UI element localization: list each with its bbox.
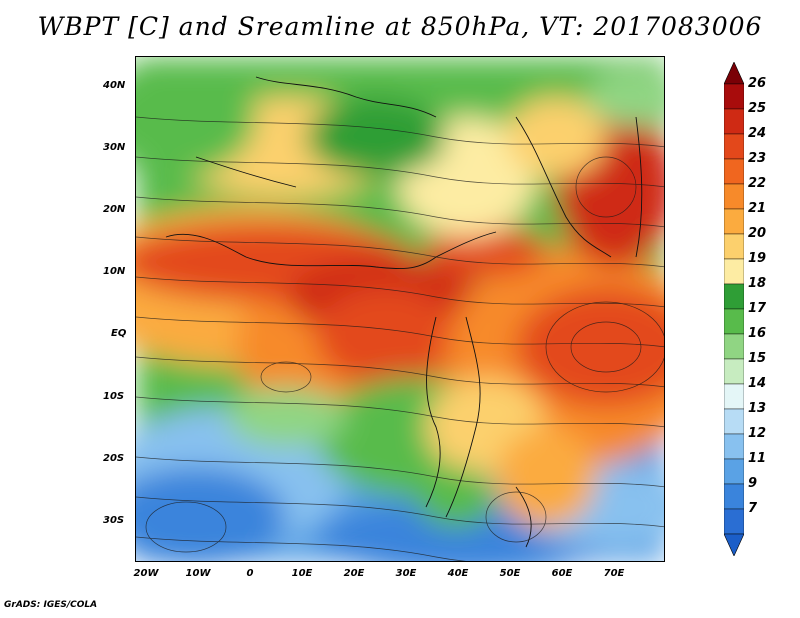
longitude-label-20e: 20E: [343, 568, 365, 579]
colorbar-label: 26: [748, 76, 767, 91]
colorbar-segment: [724, 408, 744, 435]
colorbar-label: 16: [748, 326, 767, 341]
colorbar-segment: [724, 458, 744, 485]
colorbar-segment: [724, 308, 744, 335]
colorbar-segment: [724, 283, 744, 310]
longitude-label-70e: 70E: [603, 568, 625, 579]
colorbar-segment: [724, 358, 744, 385]
map-title: WBPT [C] and Sreamline at 850hPa, VT: 20…: [37, 12, 763, 41]
colorbar-label: 21: [748, 201, 767, 216]
colorbar-segment: [724, 158, 744, 185]
colorbar-label: 18: [748, 276, 767, 291]
longitude-label-10w: 10W: [185, 568, 211, 579]
colorbar-label: 19: [748, 251, 767, 266]
colorbar-segment: [724, 483, 744, 510]
colorbar-label: 13: [748, 401, 767, 416]
colorbar-segment: [724, 258, 744, 285]
colorbar-label: 14: [748, 376, 767, 391]
latitude-label-10n: 10N: [103, 266, 126, 277]
colorbar-segment: [724, 383, 744, 410]
longitude-label-10e: 10E: [291, 568, 313, 579]
longitude-label-20w: 20W: [133, 568, 159, 579]
colorbar: [724, 62, 744, 556]
colorbar-label: 9: [748, 476, 758, 491]
colorbar-segment: [724, 233, 744, 260]
longitude-label-30e: 30E: [395, 568, 417, 579]
colorbar-segment: [724, 83, 744, 110]
weather-map: [135, 56, 665, 562]
streamlines: [136, 116, 664, 561]
longitude-label-0: 0: [246, 568, 254, 579]
colorbar-segment: [724, 433, 744, 460]
colorbar-label: 23: [748, 151, 767, 166]
latitude-label-10s: 10S: [103, 391, 125, 402]
colorbar-label: 12: [748, 426, 767, 441]
colorbar-segment: [724, 508, 744, 535]
credit-text: GrADS: IGES/COLA: [4, 600, 98, 610]
latitude-label-20s: 20S: [103, 453, 125, 464]
coastlines-sharp: [165, 76, 643, 548]
latitude-label-30n: 30N: [103, 142, 126, 153]
colorbar-segment: [724, 333, 744, 360]
colorbar-label: 22: [748, 176, 767, 191]
longitude-label-40e: 40E: [447, 568, 469, 579]
colorbar-label: 24: [748, 126, 767, 141]
latitude-label-20n: 20N: [103, 204, 126, 215]
latitude-label-eq: EQ: [111, 328, 127, 339]
colorbar-label: 25: [748, 101, 767, 116]
colorbar-segment: [724, 183, 744, 210]
longitude-label-60e: 60E: [551, 568, 573, 579]
latitude-label-40n: 40N: [103, 80, 126, 91]
colorbar-bottom-arrow: [724, 533, 744, 556]
colorbar-segment: [724, 108, 744, 135]
colorbar-label: 15: [748, 351, 767, 366]
colorbar-label: 7: [748, 501, 758, 516]
colorbar-top-arrow: [724, 62, 744, 85]
colorbar-segment: [724, 208, 744, 235]
temperature-field: [136, 57, 664, 561]
colorbar-label: 11: [748, 451, 767, 466]
longitude-label-50e: 50E: [499, 568, 521, 579]
latitude-label-30s: 30S: [103, 515, 125, 526]
colorbar-segment: [724, 133, 744, 160]
colorbar-label: 17: [748, 301, 767, 316]
colorbar-label: 20: [748, 226, 767, 241]
